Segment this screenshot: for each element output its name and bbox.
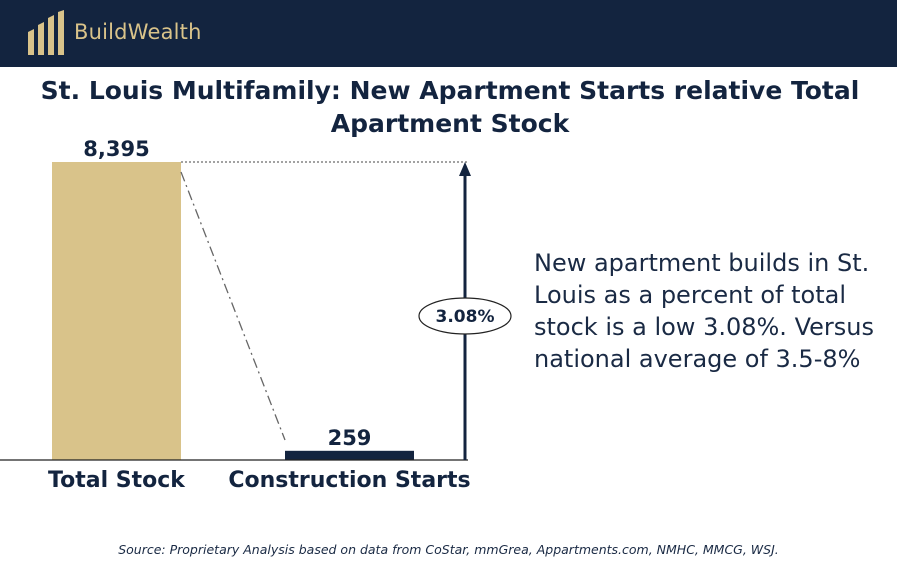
buildwealth-logo-icon [28,10,64,55]
category-label-construction-starts: Construction Starts [228,468,470,493]
ratio-ellipse [418,297,512,335]
bar-construction-starts [285,450,414,460]
callout-text: New apartment builds in St. Louis as a p… [534,249,874,373]
value-label-total-stock: 8,395 [83,137,149,161]
chart-title: St. Louis Multifamily: New Apartment Sta… [40,76,860,138]
source-note: Source: Proprietary Analysis based on da… [118,542,779,557]
value-label-construction-starts: 259 [328,426,372,450]
logo-text: BuildWealth [74,20,202,44]
ratio-label: 3.08% [436,307,495,327]
ratio-arrow-head [459,162,471,176]
category-label-total-stock: Total Stock [48,468,186,493]
connector-line [180,171,286,441]
header-bar: BuildWealth [0,0,897,67]
bar-total-stock [52,162,181,460]
